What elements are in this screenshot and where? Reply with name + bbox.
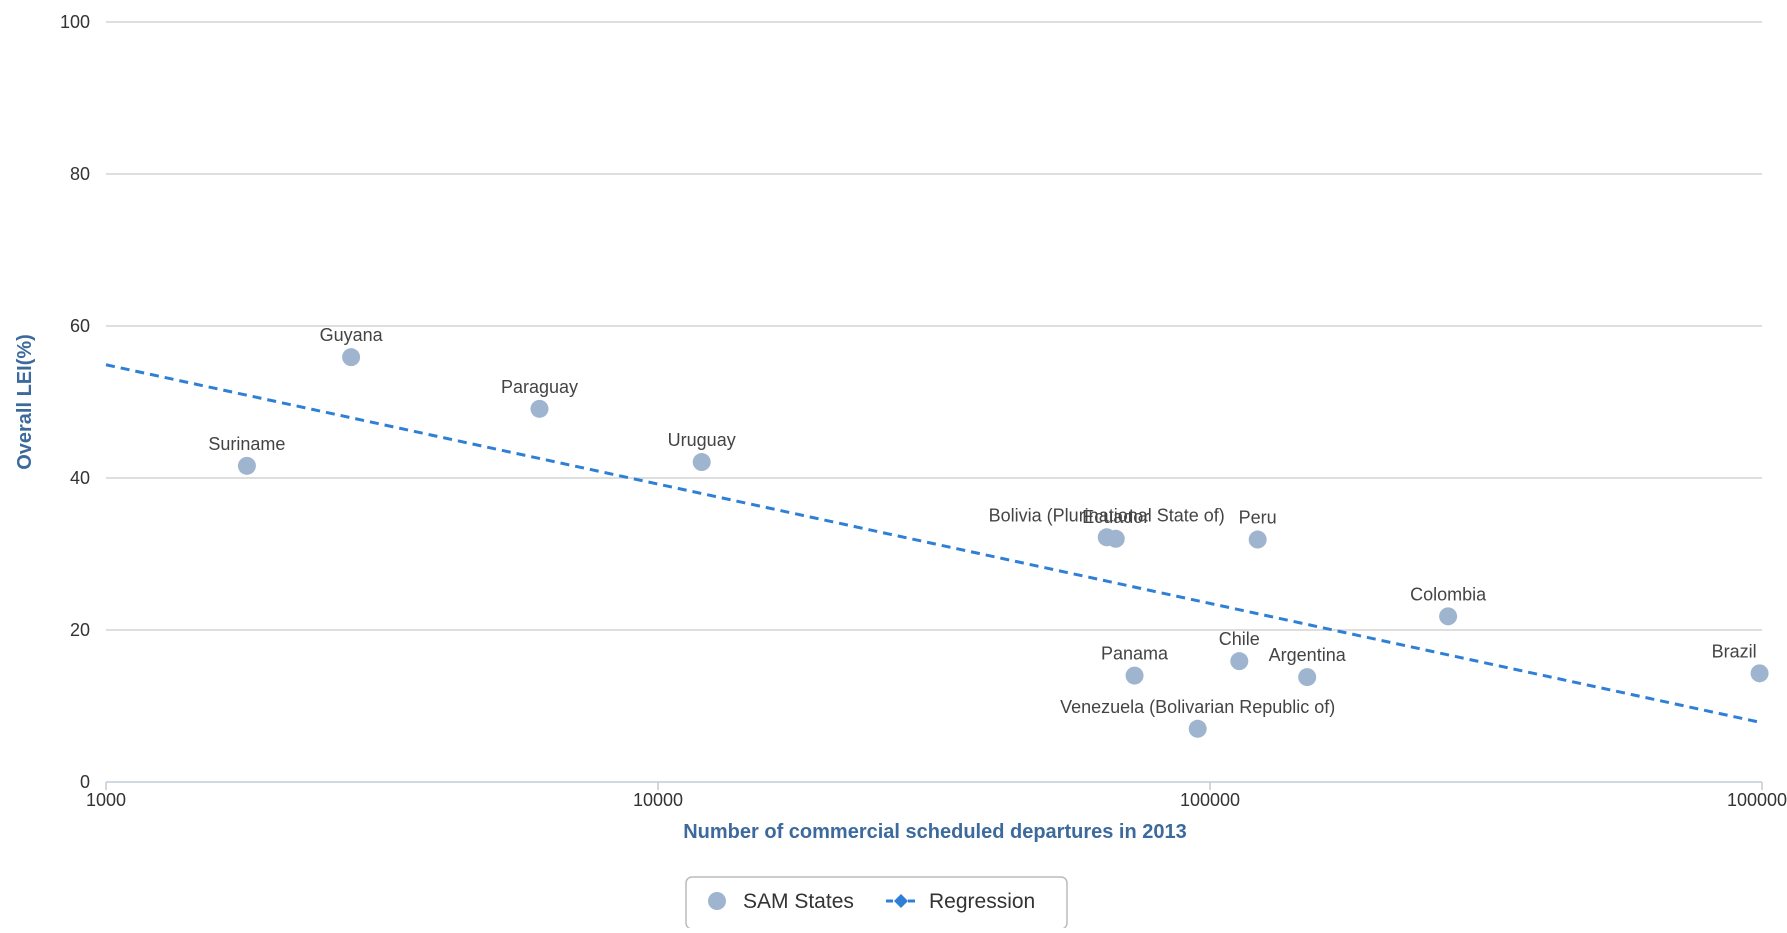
legend-scatter-marker	[708, 892, 726, 910]
grid-lines	[106, 21, 1762, 631]
scatter-point[interactable]	[1106, 529, 1125, 548]
point-label: Colombia	[1410, 584, 1487, 604]
point-label: Argentina	[1269, 645, 1347, 665]
x-tick-label: 1000000	[1727, 790, 1787, 810]
point-label: Chile	[1219, 629, 1260, 649]
scatter-point[interactable]	[1188, 719, 1207, 738]
y-tick-label: 80	[70, 164, 90, 184]
regression-line	[105, 363, 1763, 725]
y-axis-title: Overall LEI(%)	[14, 334, 36, 470]
point-label: Venezuela (Bolivarian Republic of)	[1060, 697, 1335, 717]
axes: 0 20 40 60 80 100 1000 10000 100000 1000000	[60, 12, 1787, 810]
scatter-point[interactable]	[237, 456, 256, 475]
legend-label-regression[interactable]: Regression	[929, 890, 1035, 913]
data-points	[237, 348, 1769, 738]
point-label: Paraguay	[501, 377, 578, 397]
scatter-point[interactable]	[1439, 607, 1458, 626]
scatter-point[interactable]	[530, 399, 549, 418]
scatter-point[interactable]	[1230, 652, 1249, 671]
legend-label-sam-states[interactable]: SAM States	[743, 890, 854, 913]
legend[interactable]: SAM States Regression	[685, 876, 1068, 930]
scatter-point[interactable]	[1125, 666, 1144, 685]
x-tick-label: 1000	[86, 790, 126, 810]
x-tick-label: 10000	[633, 790, 683, 810]
y-tick-label: 60	[70, 316, 90, 336]
scatter-point[interactable]	[1750, 664, 1769, 683]
point-label: Bolivia (Plurinational State of)	[989, 505, 1225, 525]
x-axis-title: Number of commercial scheduled departure…	[683, 821, 1187, 843]
x-tick-label: 100000	[1180, 790, 1240, 810]
scatter-point[interactable]	[1298, 668, 1317, 687]
point-label: Suriname	[208, 434, 285, 454]
point-label: Ecuador	[1082, 507, 1149, 527]
legend-regression-marker	[894, 894, 908, 908]
y-tick-label: 40	[70, 468, 90, 488]
point-label: Guyana	[320, 325, 384, 345]
scatter-point[interactable]	[1248, 530, 1267, 549]
point-label: Brazil	[1712, 641, 1757, 661]
regression-layer	[105, 363, 1763, 725]
point-label: Peru	[1239, 508, 1277, 528]
y-tick-label: 0	[80, 772, 90, 792]
scatter-point[interactable]	[692, 453, 711, 472]
point-label: Uruguay	[668, 430, 736, 450]
scatter-point[interactable]	[342, 348, 361, 367]
point-labels: Suriname Guyana Paraguay Uruguay Bolivia (Pl…	[208, 325, 1756, 717]
point-label: Panama	[1101, 644, 1169, 664]
y-tick-label: 20	[70, 620, 90, 640]
y-tick-label: 100	[60, 12, 90, 32]
